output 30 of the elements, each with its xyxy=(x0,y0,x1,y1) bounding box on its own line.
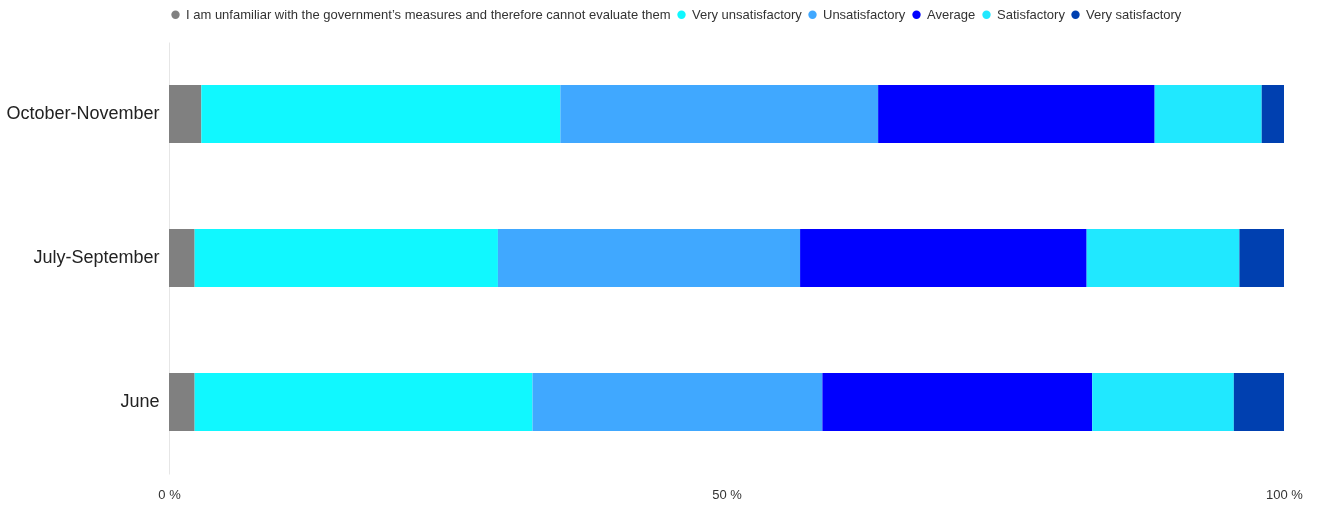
y-tick-label: October-November xyxy=(6,103,160,123)
bar xyxy=(822,373,1093,431)
bar xyxy=(194,373,533,431)
bar xyxy=(1086,229,1240,287)
bar xyxy=(878,85,1155,143)
bar xyxy=(1154,85,1262,143)
legend-label: Satisfactory xyxy=(997,6,1066,22)
bar xyxy=(1261,85,1284,143)
bar xyxy=(1092,373,1234,431)
bar xyxy=(497,229,801,287)
x-tick-label: 0 % xyxy=(158,486,182,502)
bar xyxy=(800,229,1087,287)
x-tick-label: 100 % xyxy=(1266,486,1304,502)
bar xyxy=(194,229,498,287)
bar xyxy=(169,229,195,287)
y-tick-label: June xyxy=(120,391,160,411)
bar xyxy=(532,373,823,431)
legend-label: Unsatisfactory xyxy=(823,6,906,22)
bar xyxy=(169,85,202,143)
legend-label: I am unfamiliar with the government’s measures and therefore cannot evaluate them xyxy=(186,6,671,22)
legend-label: Very satisfactory xyxy=(1086,6,1182,22)
legend-label: Very unsatisfactory xyxy=(692,6,803,22)
legend-label: Average xyxy=(927,6,976,22)
bar xyxy=(169,373,195,431)
bar xyxy=(1239,229,1284,287)
bar xyxy=(560,85,879,143)
bar xyxy=(201,85,561,143)
bar xyxy=(1233,373,1284,431)
y-tick-label: July-September xyxy=(33,247,160,267)
x-tick-label: 50 % xyxy=(712,486,743,502)
